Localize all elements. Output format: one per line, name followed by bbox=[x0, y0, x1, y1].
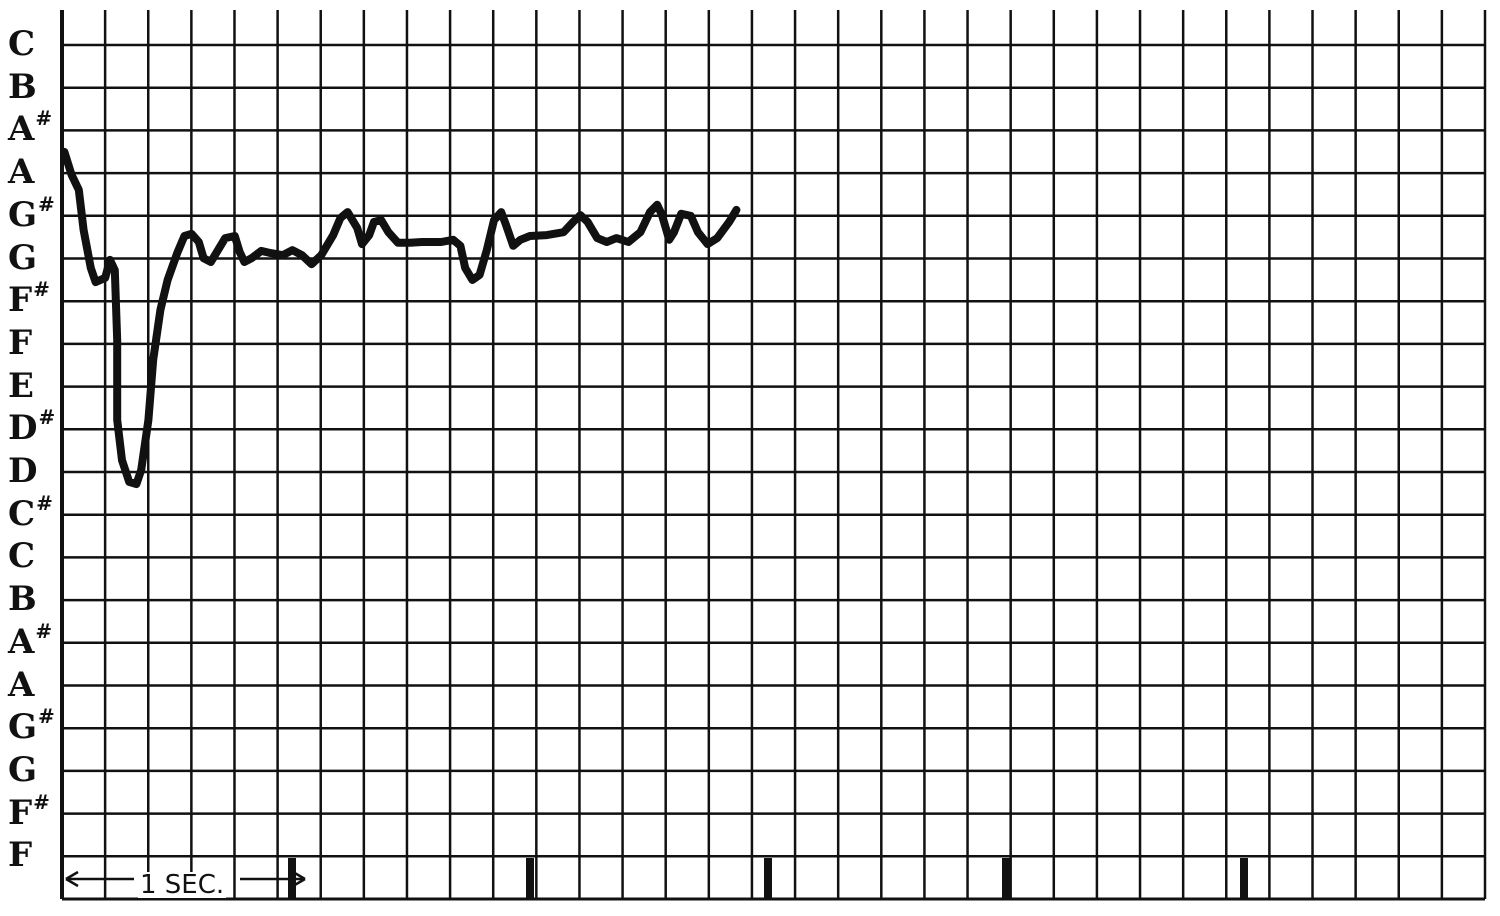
note-label: A# bbox=[8, 106, 53, 150]
note-label: F bbox=[8, 835, 33, 876]
arrowhead-left bbox=[65, 870, 79, 888]
note-label: B bbox=[8, 66, 37, 107]
note-label: A# bbox=[8, 618, 53, 662]
second-marker bbox=[1002, 858, 1010, 898]
grid bbox=[60, 10, 1487, 901]
note-label: C# bbox=[8, 490, 53, 534]
note-label: F# bbox=[8, 277, 50, 321]
note-label: G# bbox=[8, 191, 55, 235]
note-label: C bbox=[8, 24, 36, 64]
note-label: C bbox=[8, 536, 36, 577]
second-markers bbox=[288, 858, 1248, 898]
pitch-trace bbox=[60, 147, 741, 489]
arrowhead-right bbox=[292, 870, 306, 888]
note-label: E bbox=[8, 365, 34, 406]
note-label: F# bbox=[8, 789, 50, 833]
note-label: F bbox=[8, 322, 33, 363]
note-label: G bbox=[8, 237, 38, 278]
note-label: G# bbox=[8, 704, 55, 748]
second-marker bbox=[526, 858, 534, 898]
note-label: B bbox=[8, 579, 37, 620]
note-label: A bbox=[8, 152, 35, 193]
time-scale bbox=[65, 870, 306, 888]
second-marker bbox=[764, 858, 772, 898]
note-label: G bbox=[8, 749, 38, 790]
second-marker bbox=[1240, 858, 1248, 898]
note-label: A bbox=[8, 664, 35, 705]
time-scale-label: 1 SEC. bbox=[138, 870, 227, 900]
note-label: D# bbox=[8, 405, 56, 449]
note-label: D bbox=[8, 451, 38, 491]
